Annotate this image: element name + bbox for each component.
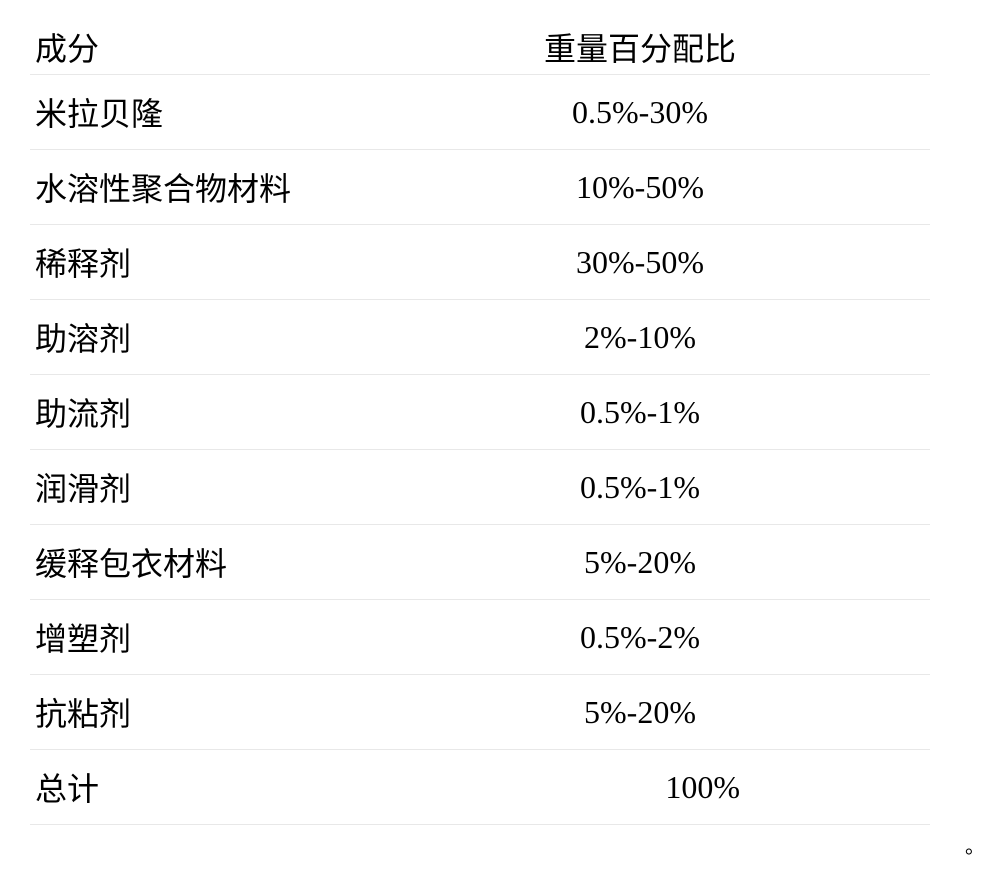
ingredient-name: 助流剂	[30, 389, 450, 435]
total-value: 100%	[450, 769, 830, 806]
header-ingredient: 成分	[30, 24, 450, 70]
ingredient-name: 缓释包衣材料	[30, 539, 450, 585]
ingredient-value: 0.5%-2%	[450, 619, 830, 656]
ingredient-name: 助溶剂	[30, 314, 450, 360]
ingredient-value: 10%-50%	[450, 169, 830, 206]
ingredient-value: 30%-50%	[450, 244, 830, 281]
composition-table: 成分 重量百分配比 米拉贝隆 0.5%-30% 水溶性聚合物材料 10%-50%…	[30, 0, 930, 825]
ingredient-value: 0.5%-1%	[450, 469, 830, 506]
ingredient-value: 0.5%-1%	[450, 394, 830, 431]
ingredient-name: 水溶性聚合物材料	[30, 164, 450, 210]
ingredient-name: 润滑剂	[30, 464, 450, 510]
ingredient-value: 2%-10%	[450, 319, 830, 356]
ingredient-name: 稀释剂	[30, 239, 450, 285]
table-row: 米拉贝隆 0.5%-30%	[30, 75, 930, 150]
total-label: 总计	[30, 764, 450, 810]
ingredient-name: 抗粘剂	[30, 689, 450, 735]
table-row: 助溶剂 2%-10%	[30, 300, 930, 375]
header-percentage: 重量百分配比	[450, 24, 830, 70]
table-row: 抗粘剂 5%-20%	[30, 675, 930, 750]
table-row: 水溶性聚合物材料 10%-50%	[30, 150, 930, 225]
ingredient-name: 增塑剂	[30, 614, 450, 660]
table-header-row: 成分 重量百分配比	[30, 20, 930, 75]
ingredient-value: 0.5%-30%	[450, 94, 830, 131]
table-row-total: 总计 100%	[30, 750, 930, 825]
ingredient-name: 米拉贝隆	[30, 89, 450, 135]
table-row: 助流剂 0.5%-1%	[30, 375, 930, 450]
table-row: 增塑剂 0.5%-2%	[30, 600, 930, 675]
ingredient-value: 5%-20%	[450, 694, 830, 731]
table-row: 润滑剂 0.5%-1%	[30, 450, 930, 525]
ingredient-value: 5%-20%	[450, 544, 830, 581]
table-row: 缓释包衣材料 5%-20%	[30, 525, 930, 600]
table-row: 稀释剂 30%-50%	[30, 225, 930, 300]
period-mark: 。	[965, 830, 985, 859]
